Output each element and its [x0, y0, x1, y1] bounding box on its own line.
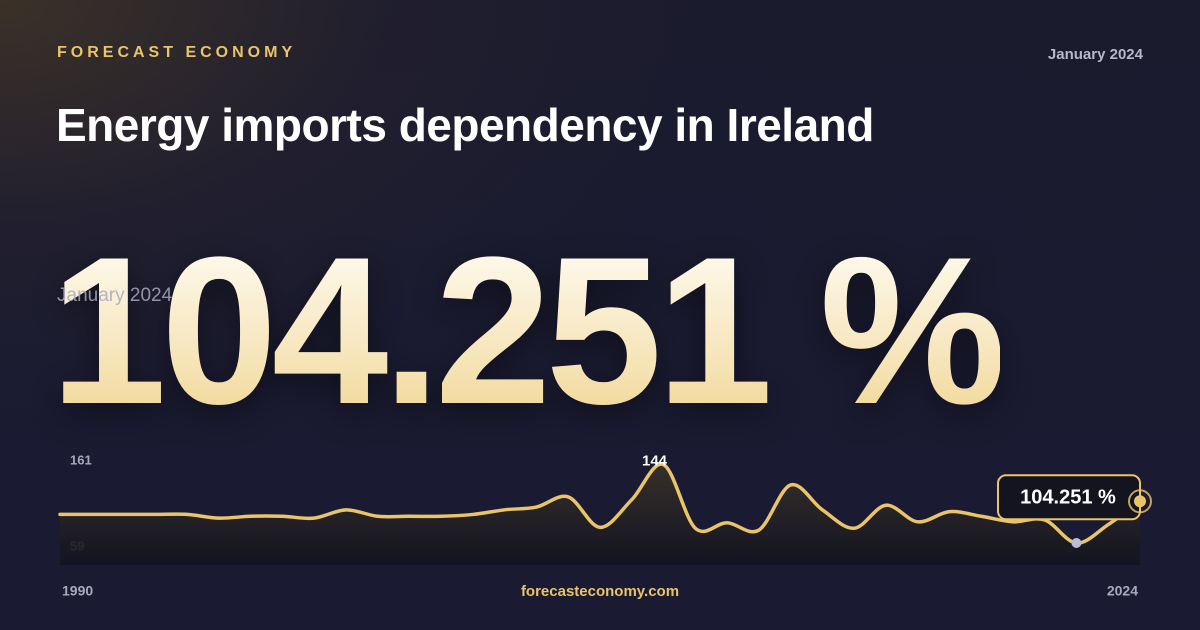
headline-value: 104.251 %	[50, 213, 1006, 448]
min-point	[1071, 538, 1082, 548]
x-tick-label: 2024	[1107, 583, 1138, 599]
chart-title: Energy imports dependency in Ireland	[56, 99, 874, 151]
area	[60, 464, 1140, 565]
x-tick-label: 1990	[62, 583, 93, 599]
end-point	[1134, 495, 1146, 508]
headline-date: January 2024	[57, 285, 173, 306]
end-point-halo	[1128, 489, 1152, 514]
line	[58, 462, 1142, 545]
date: January 2024	[1047, 46, 1143, 63]
end-value-label: 104.251 %	[1020, 487, 1116, 509]
brand: FORECAST ECONOMY	[57, 44, 297, 61]
footer-url: forecasteconomy.com	[520, 583, 680, 600]
y-tick-label: 161	[70, 452, 92, 467]
peak-value-label: 144	[642, 453, 668, 470]
